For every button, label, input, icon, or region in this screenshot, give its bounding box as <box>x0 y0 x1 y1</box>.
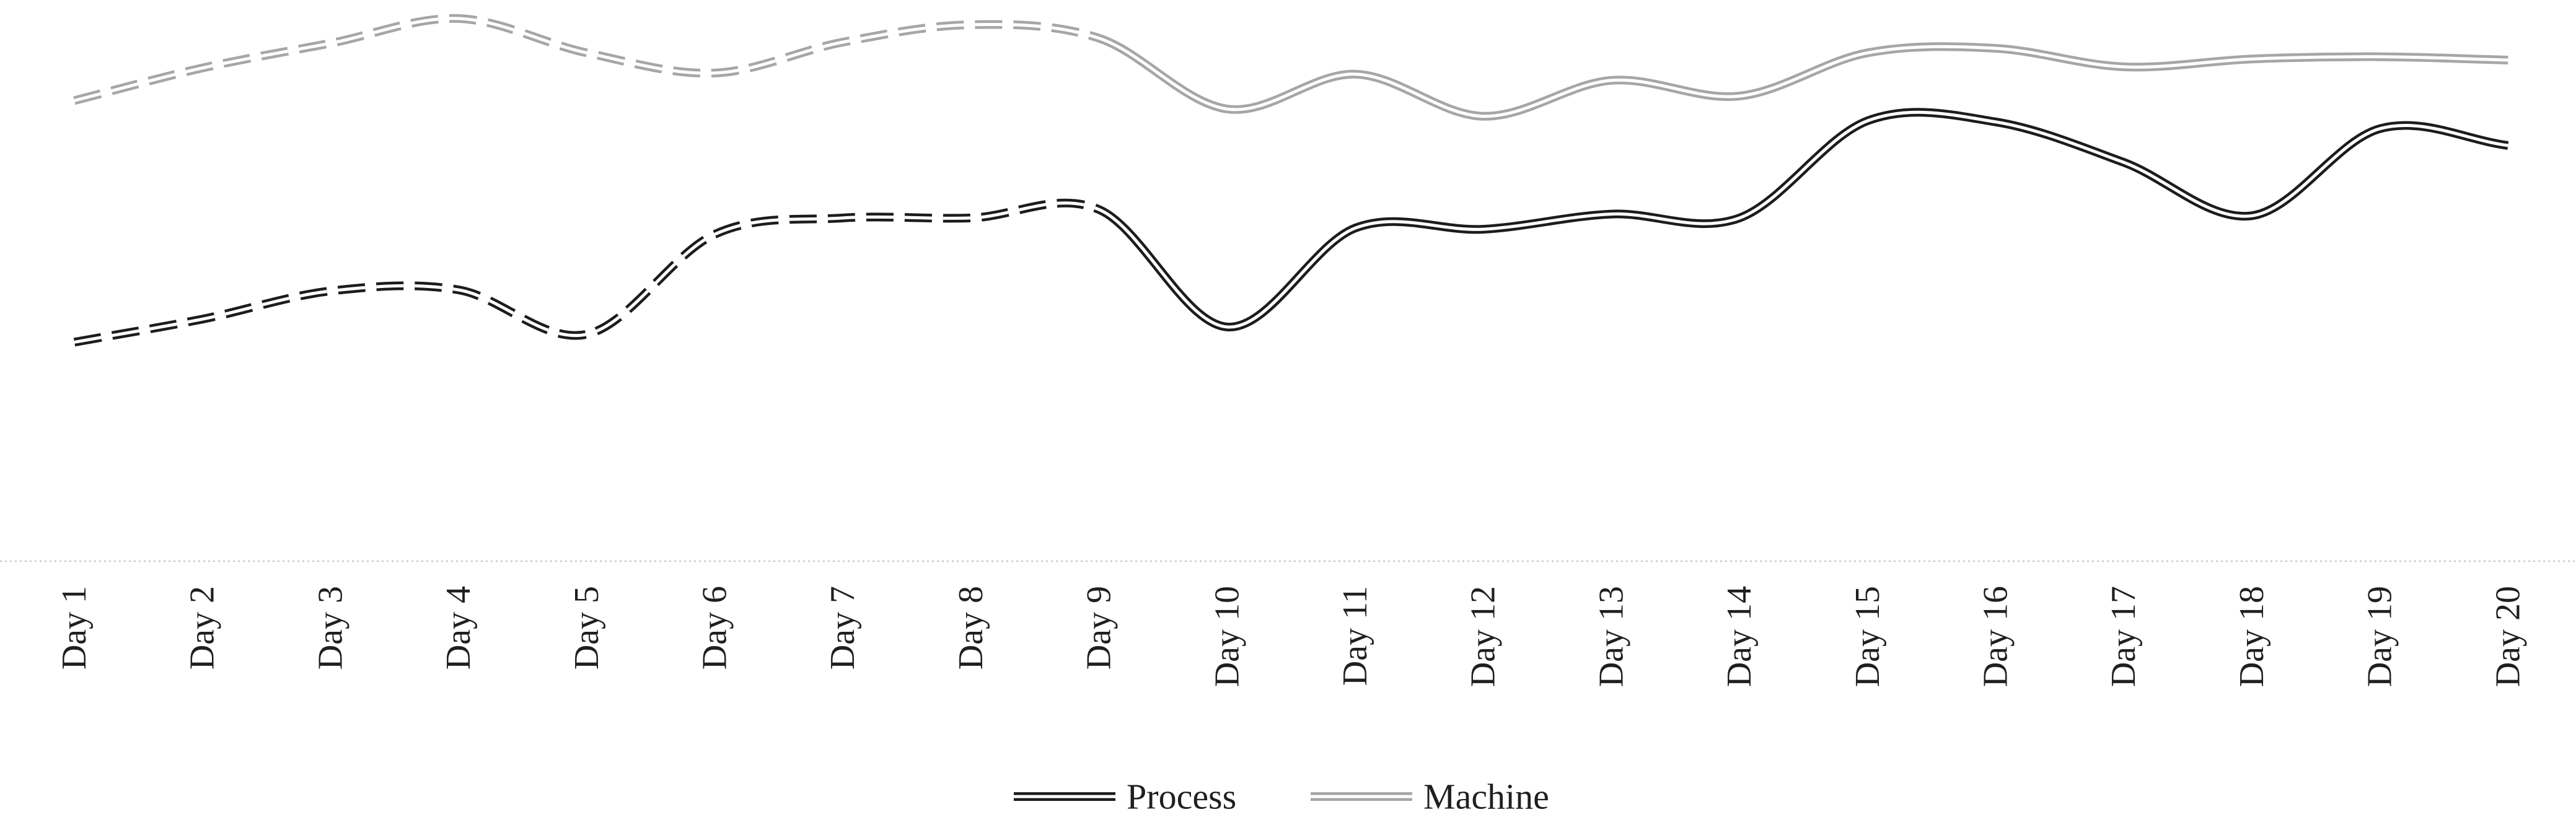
x-axis-tick-label: Day 5 <box>568 586 606 670</box>
series-machine-line <box>73 14 2508 121</box>
x-axis-tick-label: Day 4 <box>439 586 478 670</box>
series-process-line <box>73 108 2509 347</box>
series-machine-dashed-outer <box>73 14 1101 105</box>
x-axis-tick-label: Day 17 <box>2104 586 2143 687</box>
x-axis-tick-label: Day 13 <box>1592 586 1630 687</box>
x-axis-tick-label: Day 1 <box>55 586 94 670</box>
x-axis-tick-label: Day 8 <box>952 586 990 670</box>
x-axis-tick-label: Day 14 <box>1720 586 1759 687</box>
x-axis-tick-label: Day 20 <box>2489 586 2527 687</box>
series-process-dashed-outer <box>73 198 1101 347</box>
x-axis-tick-label: Day 11 <box>1336 586 1374 686</box>
legend-label-machine: Machine <box>1423 777 1549 817</box>
x-axis-tick-label: Day 6 <box>696 586 734 670</box>
legend-item-process: Process <box>1014 777 1236 817</box>
series-process-solid-outer <box>1097 108 2509 331</box>
chart-legend: Process Machine <box>1014 777 1549 817</box>
x-axis-tick-label: Day 7 <box>824 586 862 670</box>
x-axis-tick-labels: Day 1 Day 2 Day 3 Day 4 Day 5 Day 6 Day 7 Day 8… <box>55 586 2527 687</box>
x-axis-tick-label: Day 16 <box>1977 586 2015 687</box>
x-axis-tick-label: Day 3 <box>311 586 349 670</box>
x-axis-tick-label: Day 9 <box>1080 586 1119 670</box>
x-axis-tick-label: Day 12 <box>1464 586 1503 687</box>
legend-item-machine: Machine <box>1311 777 1549 817</box>
series-process-solid-core <box>1098 110 2508 329</box>
series-machine-solid-core <box>1098 37 2508 118</box>
x-axis-tick-label: Day 19 <box>2361 586 2399 687</box>
x-axis-tick-label: Day 15 <box>1848 586 1887 687</box>
x-axis-tick-label: Day 18 <box>2233 586 2271 687</box>
x-axis-tick-label: Day 2 <box>183 586 222 670</box>
x-axis-tick-label: Day 10 <box>1208 586 1246 687</box>
series-process-dashed-core <box>74 201 1100 344</box>
legend-label-process: Process <box>1127 777 1236 817</box>
series-machine-dashed-core <box>74 17 1100 102</box>
